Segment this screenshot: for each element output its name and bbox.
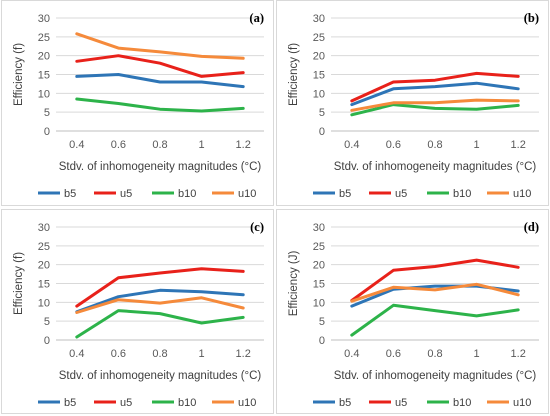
y-tick-label: 30 — [313, 13, 325, 25]
series-line-u5 — [75, 54, 245, 78]
x-tick-label: 0.6 — [386, 348, 401, 360]
x-axis-title: Stdv. of inhomogeneity magnitudes (°C) — [59, 370, 262, 382]
y-tick-label: 0 — [319, 126, 325, 138]
x-tick-label: 1.2 — [236, 348, 251, 360]
x-tick-label: 0.4 — [69, 348, 84, 360]
y-tick-label: 0 — [44, 335, 50, 347]
legend-label-u10: u10 — [513, 188, 531, 200]
panel-label: (c) — [250, 220, 264, 234]
series-line-b5 — [75, 288, 245, 314]
series-line-u10 — [350, 282, 520, 303]
y-tick-label: 10 — [38, 297, 50, 309]
legend-label-b5: b5 — [339, 188, 351, 200]
chart-panel-c: 0 5 10 15 20 25 30 0.4 0.6 0.8 1 1.2 Stdv. of inhomo… — [1, 209, 274, 414]
x-tick-label: 0.8 — [427, 348, 442, 360]
legend-label-u5: u5 — [120, 397, 132, 409]
y-tick-label: 5 — [319, 316, 325, 328]
y-tick-label: 10 — [313, 88, 325, 100]
x-tick-label: 1.2 — [511, 139, 526, 151]
y-tick-label: 5 — [44, 107, 50, 119]
panel-label: (a) — [249, 11, 264, 25]
x-tick-label: 0.6 — [111, 348, 126, 360]
y-tick-label: 15 — [38, 70, 50, 82]
y-tick-label: 15 — [38, 279, 50, 291]
series-line-b10 — [75, 97, 245, 113]
y-tick-label: 25 — [38, 241, 50, 253]
y-tick-label: 20 — [313, 51, 325, 63]
y-tick-label: 5 — [44, 316, 50, 328]
x-tick-label: 1 — [474, 139, 480, 151]
series-line-b10 — [75, 309, 245, 339]
legend-label-u5: u5 — [395, 397, 407, 409]
y-tick-label: 15 — [313, 70, 325, 82]
legend-label-b10: b10 — [178, 188, 196, 200]
legend-label-u10: u10 — [238, 188, 256, 200]
x-axis-title: Stdv. of inhomogeneity magnitudes (°C) — [334, 370, 537, 382]
y-tick-label: 30 — [38, 222, 50, 234]
x-axis-title: Stdv. of inhomogeneity magnitudes (°C) — [59, 161, 262, 173]
series-line-b10 — [350, 303, 520, 337]
x-tick-label: 0.8 — [152, 139, 167, 151]
series-line-b5 — [350, 81, 520, 107]
x-tick-label: 0.4 — [69, 139, 84, 151]
series-line-u5 — [75, 267, 245, 308]
series-line-u10 — [350, 98, 520, 112]
series-line-u10 — [75, 32, 245, 60]
chart-panel-b: 0 5 10 15 20 25 30 0.4 0.6 0.8 1 1.2 Stdv. of inhomo… — [276, 0, 549, 206]
legend-label-u5: u5 — [120, 188, 132, 200]
y-tick-label: 20 — [313, 260, 325, 272]
y-tick-label: 25 — [38, 32, 50, 44]
y-axis-title: Efficiency (f) — [288, 43, 300, 106]
chart-svg: 0 5 10 15 20 25 30 0.4 0.6 0.8 1 1.2 Stdv. of inhomo… — [288, 11, 539, 200]
x-tick-label: 0.4 — [344, 139, 359, 151]
y-tick-label: 0 — [319, 335, 325, 347]
y-tick-label: 25 — [313, 241, 325, 253]
chart-svg: 0 5 10 15 20 25 30 0.4 0.6 0.8 1 1.2 Stdv. of inhomo… — [13, 11, 264, 200]
panel-label: (b) — [524, 11, 539, 25]
chart-svg: 0 5 10 15 20 25 30 0.4 0.6 0.8 1 1.2 Stdv. of inhomo… — [13, 220, 264, 409]
y-axis-title: Efficiency (f) — [13, 43, 25, 106]
series-line-u10 — [75, 296, 245, 314]
chart-panel-d: 0 5 10 15 20 25 30 0.4 0.6 0.8 1 1.2 Stdv. of inhomo… — [276, 209, 549, 414]
y-axis-title: Efficiency (f) — [13, 252, 25, 315]
y-tick-label: 30 — [313, 222, 325, 234]
y-tick-label: 5 — [319, 107, 325, 119]
y-tick-label: 0 — [44, 126, 50, 138]
x-axis-title: Stdv. of inhomogeneity magnitudes (°C) — [334, 161, 537, 173]
y-tick-label: 25 — [313, 32, 325, 44]
x-tick-label: 0.8 — [152, 348, 167, 360]
x-tick-label: 1 — [474, 348, 480, 360]
series-line-u5 — [350, 258, 520, 302]
legend-label-b10: b10 — [453, 397, 471, 409]
y-axis-title: Efficiency (J) — [288, 251, 300, 317]
legend-label-b10: b10 — [178, 397, 196, 409]
y-tick-label: 30 — [38, 13, 50, 25]
chart-svg: 0 5 10 15 20 25 30 0.4 0.6 0.8 1 1.2 Stdv. of inhomo… — [288, 220, 539, 409]
y-tick-label: 10 — [313, 297, 325, 309]
y-tick-label: 20 — [38, 51, 50, 63]
y-tick-label: 15 — [313, 279, 325, 291]
chart-panel-a: 0 5 10 15 20 25 30 0.4 0.6 0.8 1 1.2 Stdv. of inhomo… — [1, 0, 274, 206]
x-tick-label: 0.4 — [344, 348, 359, 360]
legend-label-b5: b5 — [64, 188, 76, 200]
panel-label: (d) — [524, 220, 539, 234]
y-tick-label: 10 — [38, 88, 50, 100]
x-tick-label: 1 — [199, 139, 205, 151]
legend-label-b5: b5 — [64, 397, 76, 409]
x-tick-label: 0.6 — [386, 139, 401, 151]
legend-label-u10: u10 — [513, 397, 531, 409]
legend-label-b5: b5 — [339, 397, 351, 409]
x-tick-label: 1 — [199, 348, 205, 360]
x-tick-label: 0.8 — [427, 139, 442, 151]
x-tick-label: 1.2 — [511, 348, 526, 360]
y-tick-label: 20 — [38, 260, 50, 272]
x-tick-label: 1.2 — [236, 139, 251, 151]
legend-label-b10: b10 — [453, 188, 471, 200]
legend-label-u10: u10 — [238, 397, 256, 409]
series-line-b10 — [350, 103, 520, 117]
x-tick-label: 0.6 — [111, 139, 126, 151]
series-line-u5 — [350, 71, 520, 103]
legend-label-u5: u5 — [395, 188, 407, 200]
series-line-b5 — [75, 73, 245, 89]
